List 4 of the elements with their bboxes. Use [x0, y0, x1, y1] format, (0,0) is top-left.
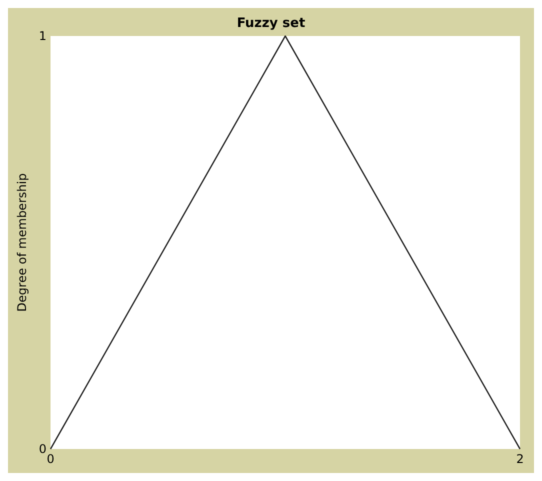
y-tick-label: 1	[38, 29, 47, 43]
y-axis-title: Degree of membership	[15, 173, 29, 312]
chart-title: Fuzzy set	[236, 16, 306, 31]
x-tick-label: 2	[516, 452, 524, 466]
